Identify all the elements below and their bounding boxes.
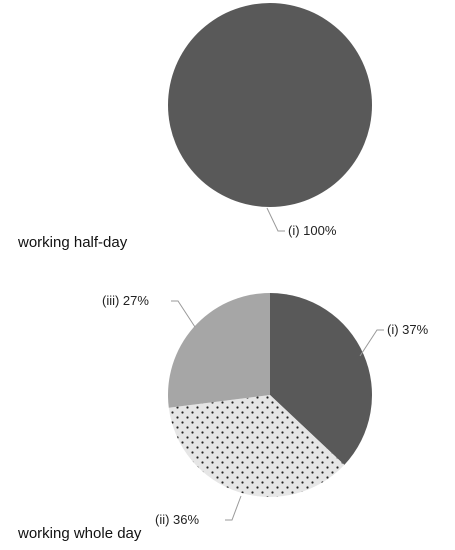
pie-chart-whole-day bbox=[168, 293, 372, 497]
slice-label-whole-day-iii: (iii) 27% bbox=[102, 293, 149, 308]
slice-label-whole-day-ii: (ii) 36% bbox=[155, 512, 200, 527]
leader-line-whole-day-i bbox=[359, 329, 384, 357]
caption-whole-day: working whole day bbox=[17, 525, 142, 542]
whole-day-slice-2 bbox=[168, 395, 345, 497]
leader-line-half-day-i bbox=[266, 207, 285, 232]
caption-half-day: working half-day bbox=[17, 234, 128, 251]
half-day-slice-1 bbox=[168, 3, 372, 207]
leader-line-whole-day-ii bbox=[225, 495, 242, 521]
pie-chart-half-day bbox=[168, 3, 372, 207]
slice-label-half-day-i: (i) 100% bbox=[288, 223, 337, 238]
slice-label-whole-day-i: (i) 37% bbox=[387, 322, 429, 337]
whole-day-slice-1 bbox=[270, 293, 372, 465]
whole-day-slice-3 bbox=[168, 293, 270, 408]
leader-line-whole-day-iii bbox=[171, 300, 196, 328]
